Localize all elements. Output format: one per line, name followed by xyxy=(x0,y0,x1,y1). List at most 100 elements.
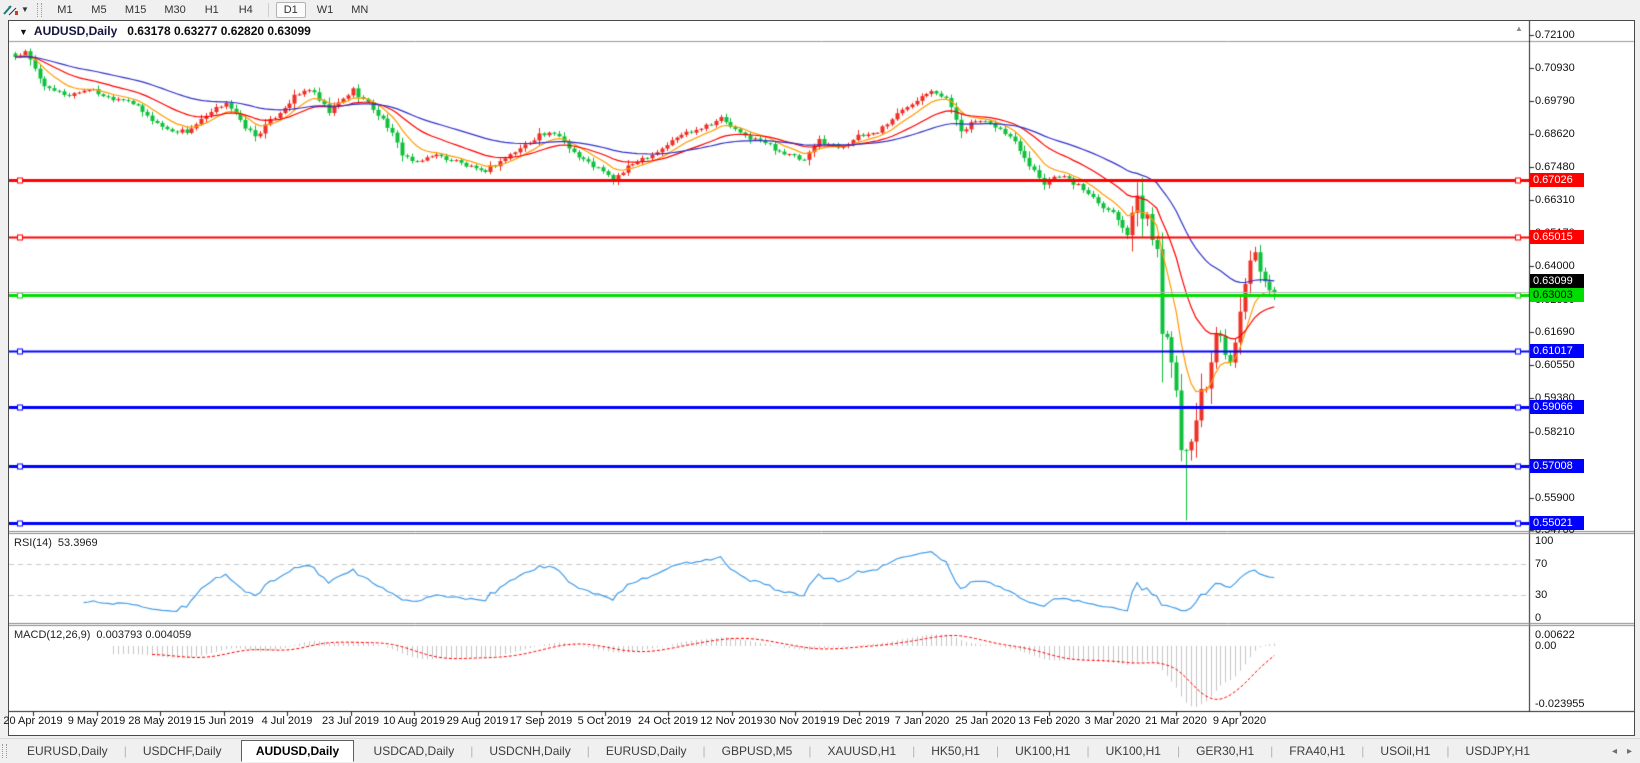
timeframe-button-mn[interactable]: MN xyxy=(351,3,369,16)
tab-separator: | xyxy=(1270,744,1274,758)
date-tick-label: 20 Apr 2019 xyxy=(3,715,63,727)
chart-tab-usdcad-daily[interactable]: USDCAD,Daily xyxy=(373,744,455,758)
timeframe-button-m5[interactable]: M5 xyxy=(91,3,107,16)
timeframe-button-m15[interactable]: M15 xyxy=(124,3,147,16)
chart-tab-hk50-h1[interactable]: HK50,H1 xyxy=(931,744,980,758)
price-tick-label: 0.72100 xyxy=(1535,29,1575,41)
price-tick-label: 0.60550 xyxy=(1535,358,1575,371)
price-tick-label: 0.69790 xyxy=(1535,94,1575,107)
date-tick-label: 29 Aug 2019 xyxy=(446,715,509,727)
date-tick-label: 9 Apr 2020 xyxy=(1212,715,1267,727)
hline-price-label: 0.55021 xyxy=(1530,515,1584,530)
price-tick-label: 0.68620 xyxy=(1535,128,1575,141)
hline-price-label: 0.63003 xyxy=(1530,287,1584,302)
chart-ohlc-values: 0.63178 0.63277 0.62820 0.63099 xyxy=(127,24,311,38)
date-tick-label: 19 Dec 2019 xyxy=(827,715,890,727)
price-tick-label: 0.55900 xyxy=(1535,491,1575,504)
date-tick-label: 23 Jul 2019 xyxy=(322,715,379,727)
rsi-current-value: 53.3969 xyxy=(57,537,98,549)
macd-current-values: 0.003793 0.004059 xyxy=(96,629,192,641)
chart-tabs-bar: EURUSD,Daily | USDCHF,Daily AUDUSD,Daily U… xyxy=(0,738,1640,763)
axis-scroll-up-icon[interactable]: ▲ xyxy=(1515,24,1523,33)
date-tick-label: 7 Jan 2020 xyxy=(894,715,950,727)
price-tick-label: 0.66310 xyxy=(1535,194,1575,207)
crosshair-chart-tool-icon[interactable] xyxy=(2,2,20,17)
date-tick-label: 3 Mar 2020 xyxy=(1084,715,1141,727)
tab-scroll-left-icon[interactable]: ◂ xyxy=(1611,745,1617,757)
timeframe-button-d1[interactable]: D1 xyxy=(275,1,306,18)
macd-scale-label: -0.023955 xyxy=(1535,698,1585,710)
chart-tab-xauusd-h1[interactable]: XAUUSD,H1 xyxy=(827,744,897,758)
chart-symbol-period: AUDUSD,Daily xyxy=(33,24,118,38)
chart-tab-uk100-h1[interactable]: UK100,H1 xyxy=(1015,744,1071,758)
toolbar-divider xyxy=(267,2,269,17)
current-price-label: 0.63099 xyxy=(1530,273,1584,288)
tab-separator: | xyxy=(1086,744,1090,758)
rsi-scale-label: 100 xyxy=(1535,535,1554,547)
hline-price-label: 0.59066 xyxy=(1530,400,1584,415)
date-tick-label: 4 Jul 2019 xyxy=(261,715,313,727)
rsi-scale-label: 30 xyxy=(1535,588,1548,601)
chart-tab-usdcnh-daily[interactable]: USDCNH,Daily xyxy=(489,744,571,758)
tool-dropdown-caret-icon[interactable]: ▼ xyxy=(21,5,29,14)
macd-scale-label: 0.00622 xyxy=(1535,629,1575,641)
chart-tab-usdjpy-h1[interactable]: USDJPY,H1 xyxy=(1465,744,1531,758)
date-tick-label: 13 Feb 2020 xyxy=(1018,715,1080,727)
price-tick-label: 0.64000 xyxy=(1535,260,1575,273)
rsi-scale-label: 0 xyxy=(1535,612,1542,624)
tab-separator: | xyxy=(912,744,916,758)
price-tick-label: 0.67480 xyxy=(1535,160,1575,173)
timeframe-button-h1[interactable]: H1 xyxy=(204,3,219,16)
timeframe-button-h4[interactable]: H4 xyxy=(238,3,253,16)
date-tick-label: 17 Sep 2019 xyxy=(509,715,573,727)
timeframe-button-w1[interactable]: W1 xyxy=(316,3,334,16)
chart-title: ▼ AUDUSD,Daily 0.63178 0.63277 0.62820 0.6… xyxy=(19,24,311,38)
date-tick-label: 5 Oct 2019 xyxy=(577,715,632,727)
timeframe-button-m1[interactable]: M1 xyxy=(57,3,73,16)
top-toolbar: ▼ M1 M5 M15 M30 H1 H4 D1 W1 MN xyxy=(0,0,1640,19)
price-tick-label: 0.58210 xyxy=(1535,425,1575,438)
hline-price-label: 0.67026 xyxy=(1530,172,1584,187)
macd-scale-label: 0.00 xyxy=(1535,640,1557,652)
chart-tab-audusd-daily[interactable]: AUDUSD,Daily xyxy=(240,740,355,762)
tab-separator: | xyxy=(702,744,706,758)
date-tick-label: 30 Nov 2019 xyxy=(763,715,827,727)
macd-pane-title: MACD(12,26,9) 0.003793 0.004059 xyxy=(14,629,191,641)
tab-separator: | xyxy=(808,744,812,758)
date-tick-label: 15 Jun 2019 xyxy=(193,715,254,727)
chart-window: ▼ AUDUSD,Daily 0.63178 0.63277 0.62820 0.6… xyxy=(3,20,1635,736)
chart-tab-eurusd-daily[interactable]: EURUSD,Daily xyxy=(605,744,687,758)
date-tick-label: 9 May 2019 xyxy=(67,715,126,727)
tab-scroll-right-icon[interactable]: ▸ xyxy=(1626,745,1632,757)
chart-tab-fra40-h1[interactable]: FRA40,H1 xyxy=(1289,744,1346,758)
tab-separator: | xyxy=(1361,744,1365,758)
tab-separator: | xyxy=(586,744,590,758)
rsi-scale-label: 70 xyxy=(1535,558,1548,571)
toolbar-gripper xyxy=(36,2,42,17)
chart-tab-usdchf-daily[interactable]: USDCHF,Daily xyxy=(142,744,222,758)
date-tick-label: 24 Oct 2019 xyxy=(638,715,698,727)
tab-scroll-arrows: ◂ ▸ xyxy=(1612,746,1632,757)
tab-bar-gripper xyxy=(2,744,7,758)
timeframe-buttons: M1 M5 M15 M30 H1 H4 D1 W1 MN xyxy=(48,1,377,18)
timeframe-button-m30[interactable]: M30 xyxy=(164,3,186,16)
tab-separator: | xyxy=(1446,744,1450,758)
price-tick-label: 0.70930 xyxy=(1535,62,1575,75)
hline-price-label: 0.57008 xyxy=(1530,458,1584,473)
hline-price-label: 0.65015 xyxy=(1530,230,1584,245)
chart-tab-eurusd-daily[interactable]: EURUSD,Daily xyxy=(27,744,108,758)
chart-tab-uk100-h1[interactable]: UK100,H1 xyxy=(1105,744,1161,758)
macd-label: MACD(12,26,9) xyxy=(14,629,91,641)
hline-price-label: 0.61017 xyxy=(1530,344,1584,359)
chart-tab-ger30-h1[interactable]: GER30,H1 xyxy=(1196,744,1255,758)
chart-canvas[interactable] xyxy=(9,21,1634,735)
chart-tab-gbpusd-m5[interactable]: GBPUSD,M5 xyxy=(721,744,793,758)
chart-tab-usoil-h1[interactable]: USOil,H1 xyxy=(1380,744,1431,758)
tab-separator: | xyxy=(123,744,127,758)
date-tick-label: 10 Aug 2019 xyxy=(383,715,445,727)
date-tick-label: 21 Mar 2020 xyxy=(1145,715,1207,727)
tab-separator: | xyxy=(1176,744,1181,758)
date-tick-label: 25 Jan 2020 xyxy=(955,715,1016,727)
title-caret-icon[interactable]: ▼ xyxy=(19,27,28,37)
tab-separator: | xyxy=(995,744,1000,758)
